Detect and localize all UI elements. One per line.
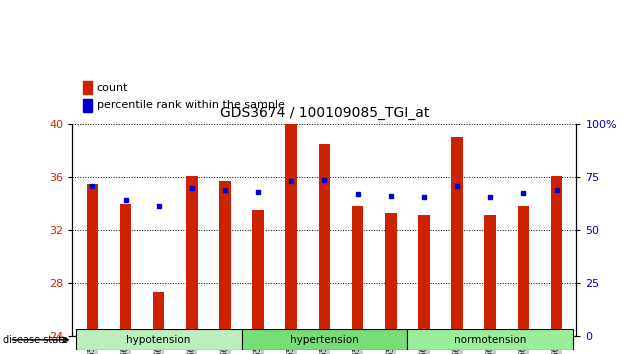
Text: GSM493556: GSM493556 xyxy=(320,341,329,354)
Bar xyxy=(408,329,573,350)
Bar xyxy=(241,329,408,350)
Text: hypertension: hypertension xyxy=(290,335,359,345)
Bar xyxy=(451,137,463,336)
Text: GSM493563: GSM493563 xyxy=(220,341,229,354)
Text: normotension: normotension xyxy=(454,335,527,345)
Text: GSM493567: GSM493567 xyxy=(519,341,528,354)
Bar xyxy=(76,329,241,350)
Bar xyxy=(319,144,330,336)
Bar xyxy=(253,210,264,336)
Bar xyxy=(518,206,529,336)
Bar xyxy=(484,216,496,336)
Bar xyxy=(219,181,231,336)
Text: GSM493565: GSM493565 xyxy=(452,341,462,354)
Text: GSM493555: GSM493555 xyxy=(287,341,296,354)
Text: GSM493568: GSM493568 xyxy=(552,341,561,354)
Bar xyxy=(83,81,91,94)
Text: GSM493557: GSM493557 xyxy=(353,341,362,354)
Bar xyxy=(385,213,396,336)
Bar xyxy=(418,216,430,336)
Text: GSM493561: GSM493561 xyxy=(154,341,163,354)
Bar xyxy=(153,292,164,336)
Text: percentile rank within the sample: percentile rank within the sample xyxy=(96,101,285,110)
Bar xyxy=(86,184,98,336)
Bar xyxy=(551,176,563,336)
Bar xyxy=(352,206,364,336)
Text: GSM493566: GSM493566 xyxy=(486,341,495,354)
Text: disease state: disease state xyxy=(3,335,68,345)
Text: GSM493558: GSM493558 xyxy=(386,341,395,354)
Text: GSM493562: GSM493562 xyxy=(187,341,197,354)
Text: count: count xyxy=(96,83,128,93)
Bar xyxy=(186,176,198,336)
Title: GDS3674 / 100109085_TGI_at: GDS3674 / 100109085_TGI_at xyxy=(220,106,429,120)
Text: GSM493560: GSM493560 xyxy=(121,341,130,354)
Text: GSM493564: GSM493564 xyxy=(420,341,428,354)
Bar xyxy=(83,99,91,112)
Text: GSM493559: GSM493559 xyxy=(88,341,97,354)
Bar xyxy=(285,124,297,336)
Bar xyxy=(120,204,131,336)
Text: hypotension: hypotension xyxy=(127,335,191,345)
Text: GSM493554: GSM493554 xyxy=(254,341,263,354)
